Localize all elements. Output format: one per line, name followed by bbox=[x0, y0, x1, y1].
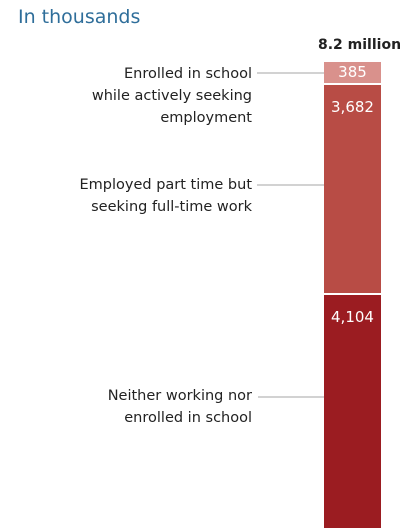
category-label-part-time: Employed part time but seeking full-time… bbox=[80, 174, 253, 218]
label-line: employment bbox=[160, 110, 252, 126]
label-line: enrolled in school bbox=[124, 410, 252, 426]
value-label-not-working: 4,104 bbox=[331, 308, 374, 326]
label-line: Enrolled in school bbox=[124, 66, 252, 82]
category-label-enrolled: Enrolled in school while actively seekin… bbox=[92, 63, 252, 129]
bar-segment-not-working bbox=[324, 293, 381, 528]
bar-segment-part-time bbox=[324, 83, 381, 294]
total-label: 8.2 million bbox=[318, 37, 402, 53]
chart-subtitle: In thousands bbox=[18, 6, 141, 28]
value-label-enrolled: 385 bbox=[338, 63, 367, 81]
label-line: Neither working nor bbox=[107, 388, 252, 404]
value-label-part-time: 3,682 bbox=[331, 98, 374, 116]
category-label-not-working: Neither working nor enrolled in school bbox=[108, 385, 252, 429]
label-line: while actively seeking bbox=[91, 88, 252, 104]
label-line: seeking full-time work bbox=[91, 199, 252, 215]
label-line: Employed part time but bbox=[79, 177, 253, 193]
bar-segment-enrolled bbox=[324, 62, 381, 84]
